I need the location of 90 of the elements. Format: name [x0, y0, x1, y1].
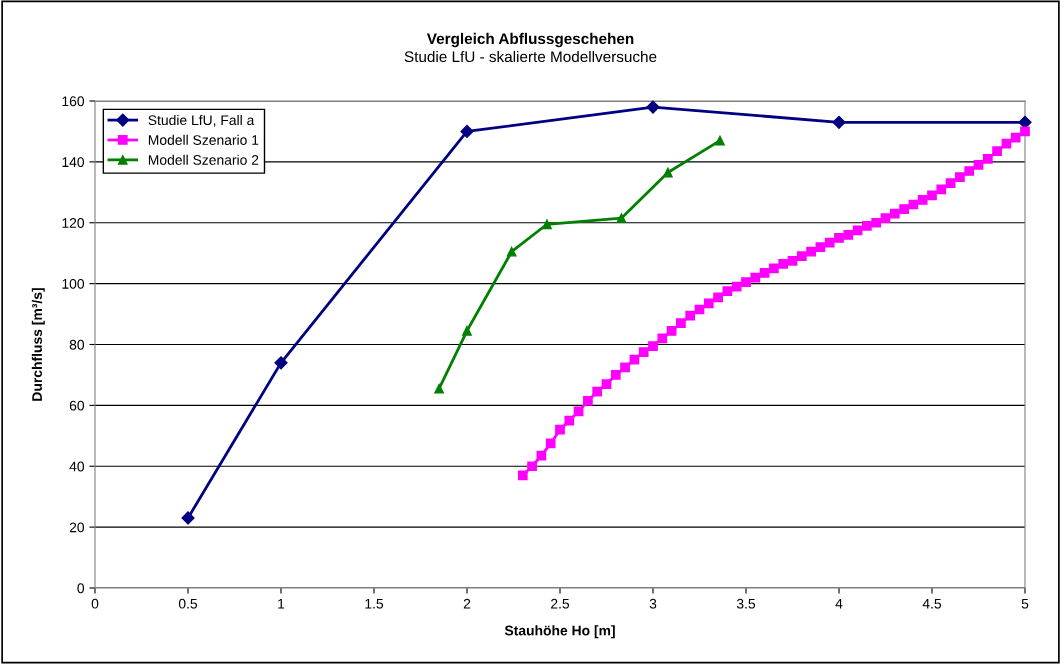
legend-label: Modell Szenario 2 [148, 154, 259, 165]
point [713, 292, 723, 303]
point [769, 263, 779, 274]
y-tick-label: 0 [77, 583, 85, 594]
point [685, 310, 696, 321]
x-tick-label: 1 [278, 598, 285, 609]
x-tick-label: 2 [463, 598, 471, 609]
point [601, 379, 612, 389]
x-tick-label: 3.5 [736, 598, 756, 609]
point [722, 286, 733, 297]
x-tick-label: 5 [1021, 598, 1029, 609]
chart-subtitle: Studie LfU - skalierte Modellversuche [404, 50, 657, 63]
point [648, 341, 658, 351]
point [1018, 115, 1032, 129]
point [741, 277, 751, 287]
point [564, 415, 575, 426]
point [517, 470, 528, 481]
point [555, 424, 565, 435]
point [666, 325, 677, 336]
point [592, 386, 603, 397]
point [715, 135, 725, 146]
y-tick-label: 120 [62, 218, 85, 228]
point [871, 217, 882, 228]
point [274, 356, 288, 370]
y-tick-label: 140 [62, 157, 85, 168]
point [616, 213, 627, 224]
point [462, 325, 472, 336]
y-tick-label: 100 [62, 278, 85, 289]
x-tick-label: 0.5 [178, 598, 198, 609]
x-tick-label: 1.5 [365, 598, 384, 609]
point [778, 258, 789, 269]
legend-label: Modell Szenario 1 [148, 134, 259, 145]
x-tick-label: 4 [835, 598, 843, 609]
point [583, 395, 593, 406]
point [964, 166, 975, 176]
point [620, 362, 630, 373]
point [982, 153, 993, 164]
point [889, 208, 900, 219]
x-tick-label: 2.5 [551, 598, 570, 609]
point [663, 167, 673, 178]
point [880, 213, 891, 224]
x-tick-label: 3 [649, 598, 657, 609]
x-tick-label: 4.5 [922, 598, 942, 609]
point [638, 347, 649, 357]
point [1020, 126, 1030, 137]
point [545, 438, 556, 449]
point [506, 246, 517, 257]
y-tick-label: 60 [69, 400, 85, 411]
point [815, 242, 826, 252]
y-tick-label: 160 [62, 96, 85, 107]
point [434, 383, 444, 394]
point [610, 370, 621, 380]
point [1010, 132, 1021, 143]
point [824, 237, 835, 248]
point [917, 195, 928, 205]
point [787, 255, 798, 266]
chart-title: Vergleich Abflussgeschehen [426, 32, 634, 48]
point [936, 184, 947, 195]
point [731, 281, 742, 292]
point [181, 511, 195, 525]
point [676, 318, 686, 329]
point [460, 124, 474, 139]
point [973, 160, 984, 170]
x-tick-label: 0 [91, 598, 99, 609]
point [945, 178, 956, 189]
point [527, 461, 537, 472]
point [629, 354, 640, 365]
y-tick-label: 20 [69, 522, 85, 533]
point [646, 100, 660, 114]
point [843, 230, 854, 240]
legend-label: Studie LfU, Fall a [148, 114, 255, 127]
y-tick-label: 40 [69, 461, 85, 472]
point [703, 298, 714, 309]
point [955, 172, 965, 182]
point [750, 272, 761, 283]
x-axis-title: Stauhöhe Ho [m] [504, 625, 615, 639]
point [834, 233, 844, 243]
point [542, 219, 552, 230]
point [852, 225, 863, 236]
point [796, 251, 807, 262]
y-tick-label: 80 [69, 339, 85, 350]
point [806, 246, 816, 257]
point [927, 190, 937, 201]
point [862, 220, 872, 231]
point [832, 115, 846, 129]
point [992, 146, 1002, 157]
y-axis-title: Durchfluss [m³/s] [31, 288, 45, 401]
point [899, 204, 909, 214]
point [657, 333, 668, 344]
point [759, 268, 770, 278]
